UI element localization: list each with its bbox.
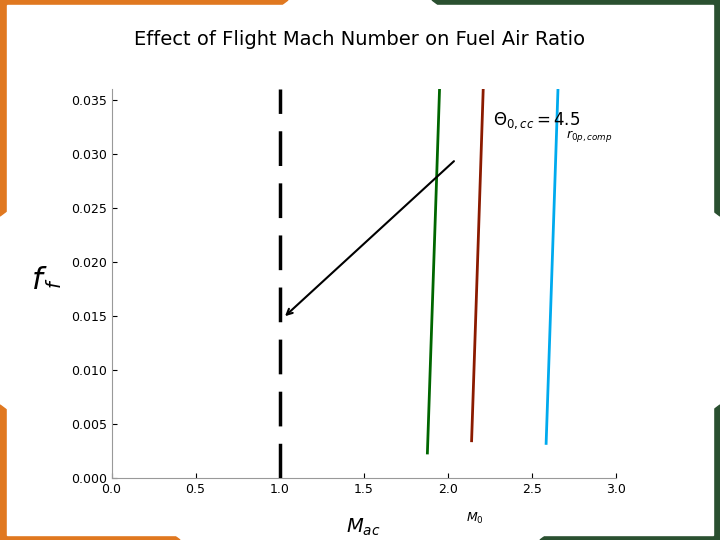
- Text: $M_{ac}$: $M_{ac}$: [346, 517, 381, 538]
- Text: Effect of Flight Mach Number on Fuel Air Ratio: Effect of Flight Mach Number on Fuel Air…: [135, 30, 585, 49]
- Polygon shape: [540, 405, 720, 540]
- Text: $r_{0p,comp}$: $r_{0p,comp}$: [567, 128, 613, 144]
- Text: $f$: $f$: [31, 266, 48, 295]
- Polygon shape: [432, 0, 720, 216]
- Y-axis label: $f$: $f$: [46, 278, 66, 289]
- Polygon shape: [0, 0, 288, 216]
- Text: $\Theta_{0,cc}=4.5$: $\Theta_{0,cc}=4.5$: [493, 111, 580, 131]
- Text: $M_0$: $M_0$: [466, 511, 483, 526]
- Polygon shape: [0, 405, 180, 540]
